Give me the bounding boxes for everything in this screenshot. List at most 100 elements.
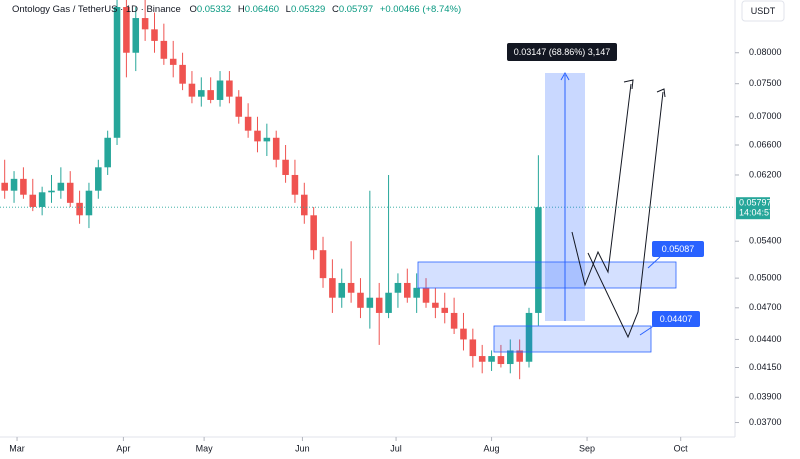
candle-body — [450, 312, 458, 329]
y-tick-label: 0.04400 — [749, 334, 782, 344]
measure-label: 0.03147 (68.86%) 3,147 — [514, 47, 611, 57]
candle-body — [535, 207, 542, 313]
y-tick-label: 0.07500 — [749, 78, 782, 88]
x-tick-label: Oct — [674, 443, 689, 453]
ohlc-key: O — [189, 4, 196, 15]
candle-body — [507, 350, 514, 365]
candle-body — [104, 137, 111, 168]
candle-body — [413, 287, 420, 298]
overlays: 0.03147 (68.86%) 3,147 0.05087 0.04407 — [417, 43, 704, 353]
candle-body — [357, 292, 364, 308]
header: Ontology Gas / TetherUS · 1D · Binance O… — [12, 4, 461, 15]
y-tick-label: 0.06600 — [749, 139, 782, 149]
candle-body — [394, 282, 402, 293]
candle-body — [432, 302, 439, 308]
candle-body — [48, 190, 55, 193]
candle-body — [169, 58, 177, 65]
y-tick-label: 0.08000 — [749, 47, 782, 57]
measure-arrow-head — [560, 71, 570, 81]
plot — [0, 0, 735, 380]
symbol-title: Ontology Gas / TetherUS · 1D · Binance — [12, 4, 181, 15]
zone-lower — [493, 325, 652, 353]
candle-body — [29, 194, 37, 207]
projection-arrow-head — [656, 88, 666, 98]
candle-body — [366, 297, 374, 308]
ohlc-key: L — [286, 4, 291, 15]
candle-body — [1, 182, 8, 191]
candle-body — [160, 40, 168, 59]
candle-body — [497, 356, 505, 365]
projection-path — [571, 83, 632, 287]
ohlc-value: 0.05332 — [197, 4, 231, 15]
candle-body — [301, 194, 308, 216]
zone-upper — [417, 261, 677, 289]
x-tick-label: May — [196, 443, 214, 453]
y-tick-label: 0.05000 — [749, 273, 782, 283]
ohlc-key: C — [332, 4, 339, 15]
candle-body — [10, 178, 18, 191]
candle-body — [113, 7, 121, 138]
last-price-label: 0.05797 — [739, 198, 772, 208]
currency-label[interactable]: USDT — [751, 6, 776, 16]
currency-button[interactable] — [741, 0, 785, 22]
projection-arrow-head — [623, 79, 634, 90]
ohlc-key: H — [238, 4, 245, 15]
candle-body — [38, 192, 46, 207]
measure-label-box — [507, 43, 617, 61]
candle-body — [385, 292, 392, 313]
ohlc-value: 0.05329 — [291, 4, 325, 15]
projection-path — [587, 91, 664, 339]
x-tick-label: Apr — [116, 443, 130, 453]
candle-body — [254, 130, 261, 142]
candle-body — [20, 178, 27, 195]
candle-body — [291, 174, 299, 195]
zone-lower-label: 0.04407 — [660, 314, 693, 324]
y-tick-label: 0.05400 — [749, 236, 782, 246]
candle-body — [76, 202, 83, 216]
candle-body — [469, 339, 477, 357]
last-price-tag — [736, 197, 770, 220]
candle-body — [478, 356, 486, 362]
candle-body — [198, 90, 205, 97]
candle-body — [404, 282, 411, 298]
ohlc-change: +0.00466 (+8.74%) — [380, 4, 461, 15]
candle-body — [516, 350, 523, 362]
candle-body — [132, 18, 140, 53]
y-tick-label: 0.04150 — [749, 362, 782, 372]
y-tick-label: 0.06200 — [749, 169, 782, 179]
y-tick-label: 0.07000 — [749, 111, 782, 121]
candle-body — [235, 96, 243, 117]
candle-body — [57, 182, 65, 191]
callout-line — [639, 324, 656, 336]
y-tick-label: 0.03700 — [749, 417, 782, 427]
candle-body — [216, 80, 224, 100]
y-tick-label: 0.03900 — [749, 392, 782, 402]
candle-body — [460, 328, 467, 340]
candle-body — [441, 307, 449, 313]
candle-body — [272, 137, 280, 160]
countdown-label: 14:04:57 — [739, 208, 774, 218]
ohlc-value: 0.06460 — [245, 4, 279, 15]
zone-upper-label-box — [652, 241, 704, 257]
x-tick-label: Sep — [579, 443, 595, 453]
x-tick-label: Aug — [484, 443, 500, 453]
candle-body — [179, 64, 186, 84]
candle-body — [123, 7, 130, 53]
x-tick-label: Jul — [390, 443, 402, 453]
candle-body — [488, 356, 495, 362]
candle-body — [310, 215, 317, 251]
candle-body — [338, 282, 346, 298]
candle-body — [151, 29, 158, 41]
candle-body — [85, 190, 93, 216]
candle-body — [347, 282, 355, 293]
callout-line — [647, 256, 661, 269]
candle-body — [226, 80, 233, 97]
candle-body — [263, 137, 271, 142]
candle-body — [188, 83, 196, 97]
x-tick-label: Jun — [295, 443, 310, 453]
candle-body — [141, 18, 149, 30]
candle-body — [95, 167, 102, 191]
zone-lower-label-box — [652, 311, 700, 327]
